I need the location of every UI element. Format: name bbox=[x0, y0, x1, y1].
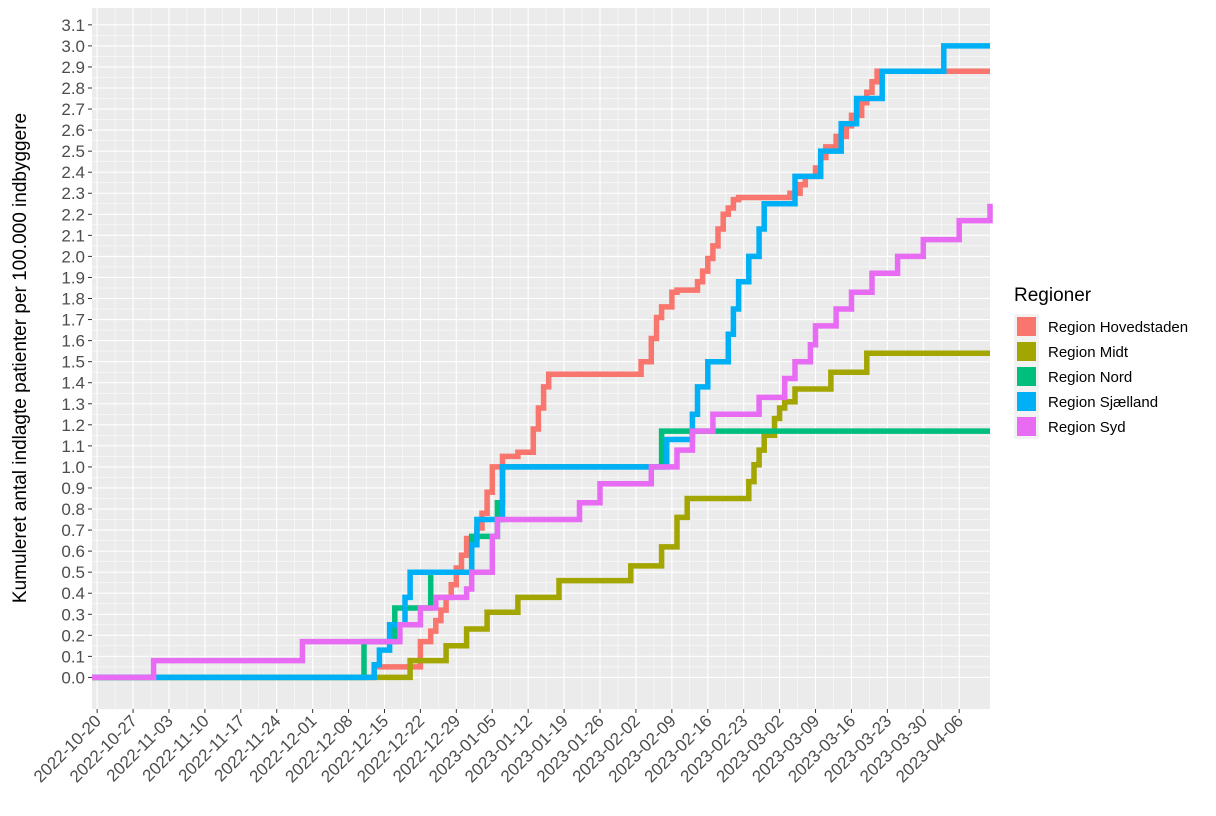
y-tick-label: 2.0 bbox=[61, 247, 85, 266]
series-line bbox=[92, 350, 990, 681]
legend-key-swatch bbox=[1017, 342, 1036, 361]
y-tick-label: 0.9 bbox=[61, 479, 85, 498]
legend-label: Region Sjælland bbox=[1048, 394, 1158, 411]
y-tick-label: 0.3 bbox=[61, 605, 85, 624]
series-line bbox=[92, 68, 990, 681]
y-tick-label: 1.2 bbox=[61, 416, 85, 435]
legend-key-swatch bbox=[1017, 392, 1036, 411]
legend-label: Region Midt bbox=[1048, 344, 1129, 361]
y-axis: 0.0 0.1 0.2 0.3 0.4 0.5 0.6 0.7 0.8 0.9 1.0 1.1 1.2 1… bbox=[61, 16, 92, 687]
y-tick-label: 1.6 bbox=[61, 332, 85, 351]
y-tick-label: 1.1 bbox=[61, 437, 85, 456]
y-tick-label: 1.7 bbox=[61, 311, 85, 330]
legend: Regioner Region Hovedstaden Region Midt Re… bbox=[1014, 285, 1188, 439]
series-line bbox=[92, 203, 993, 681]
legend-key-swatch bbox=[1017, 317, 1036, 336]
y-tick-label: 1.8 bbox=[61, 290, 85, 309]
legend-label: Region Nord bbox=[1048, 369, 1132, 386]
y-tick-label: 2.8 bbox=[61, 79, 85, 98]
y-tick-label: 0.6 bbox=[61, 542, 85, 561]
x-axis: 2022-10-202022-10-272022-11-032022-11-10… bbox=[30, 709, 967, 786]
y-tick-label: 2.7 bbox=[61, 100, 85, 119]
legend-label: Region Hovedstaden bbox=[1048, 319, 1188, 336]
y-tick-label: 2.2 bbox=[61, 205, 85, 224]
y-tick-label: 0.7 bbox=[61, 521, 85, 540]
y-tick-label: 2.4 bbox=[61, 163, 85, 182]
y-tick-label: 0.4 bbox=[61, 584, 85, 603]
y-tick-label: 0.1 bbox=[61, 647, 85, 666]
y-tick-label: 2.5 bbox=[61, 142, 85, 161]
y-tick-label: 0.8 bbox=[61, 500, 85, 519]
y-tick-label: 0.2 bbox=[61, 626, 85, 645]
y-tick-label: 3.0 bbox=[61, 37, 85, 56]
y-tick-label: 1.4 bbox=[61, 374, 85, 393]
y-tick-label: 3.1 bbox=[61, 16, 85, 35]
y-tick-label: 2.6 bbox=[61, 121, 85, 140]
legend-key-swatch bbox=[1017, 367, 1036, 386]
y-tick-label: 2.9 bbox=[61, 58, 85, 77]
y-tick-label: 2.1 bbox=[61, 226, 85, 245]
y-tick-label: 1.5 bbox=[61, 353, 85, 372]
legend-title: Regioner bbox=[1014, 285, 1092, 306]
y-axis-title: Kumuleret antal indlagte patienter per 1… bbox=[10, 113, 31, 603]
y-tick-label: 0.0 bbox=[61, 668, 85, 687]
series-lines bbox=[92, 43, 993, 681]
y-tick-label: 1.9 bbox=[61, 268, 85, 287]
legend-key-swatch bbox=[1017, 417, 1036, 436]
y-tick-label: 1.3 bbox=[61, 395, 85, 414]
legend-label: Region Syd bbox=[1048, 419, 1126, 436]
y-tick-label: 1.0 bbox=[61, 458, 85, 477]
y-tick-label: 2.3 bbox=[61, 184, 85, 203]
series-line bbox=[92, 43, 990, 681]
y-tick-label: 0.5 bbox=[61, 563, 85, 582]
